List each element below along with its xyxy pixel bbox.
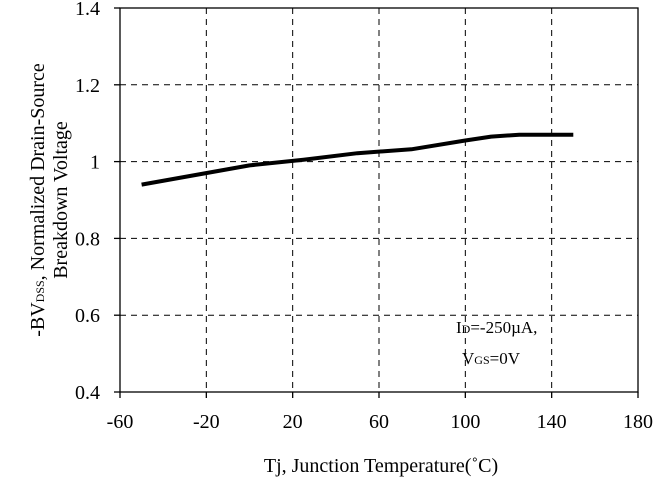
y-axis-label-suffix: , Normalized Drain-Source xyxy=(27,63,49,280)
x-tick-label: 20 xyxy=(283,411,303,433)
series-line xyxy=(141,132,574,187)
y-axis-label-prefix: -BV xyxy=(27,302,49,337)
x-tick-label: 100 xyxy=(450,411,480,433)
annotation-id-prefix: I xyxy=(456,318,462,337)
x-tick-labels: -60 -20 20 60 100 140 180 xyxy=(107,411,653,433)
condition-annotation: ID=-250µA, VGS=0V xyxy=(456,318,537,368)
y-tick-label: 0.4 xyxy=(75,382,100,404)
x-tick-label: 140 xyxy=(537,411,567,433)
annotation-line2: VGS=0V xyxy=(462,349,521,368)
y-tick-label: 0.6 xyxy=(75,305,100,327)
annotation-id-suffix: =-250µA, xyxy=(470,318,537,337)
x-axis-label: Tj, Junction Temperature(˚C) xyxy=(264,455,498,477)
y-tick-label: 1 xyxy=(90,152,100,174)
y-tick-labels: 0.4 0.6 0.8 1 1.2 1.4 xyxy=(75,0,100,404)
annotation-vgs-suffix: =0V xyxy=(490,349,521,368)
grid-lines xyxy=(120,8,638,392)
x-tick-label: 60 xyxy=(369,411,389,433)
axis-ticks xyxy=(114,7,639,398)
y-tick-label: 0.8 xyxy=(75,228,100,250)
y-axis-label-line1: -BVDSS, Normalized Drain-Source xyxy=(27,63,49,337)
annotation-vgs-prefix: V xyxy=(462,349,475,368)
x-tick-label: -20 xyxy=(193,411,220,433)
y-tick-label: 1.4 xyxy=(75,0,100,20)
x-tick-label: 180 xyxy=(623,411,653,433)
y-axis-label-subscript: DSS xyxy=(33,280,47,302)
series-group xyxy=(141,132,574,187)
annotation-id-subscript: D xyxy=(462,322,471,336)
x-tick-label: -60 xyxy=(107,411,134,433)
y-axis-label-line2: Breakdown Voltage xyxy=(50,121,72,279)
y-tick-label: 1.2 xyxy=(75,75,100,97)
annotation-vgs-subscript: GS xyxy=(474,353,489,367)
y-axis-label: -BVDSS, Normalized Drain-Source Breakdow… xyxy=(27,63,72,337)
annotation-line1: ID=-250µA, xyxy=(456,318,537,337)
